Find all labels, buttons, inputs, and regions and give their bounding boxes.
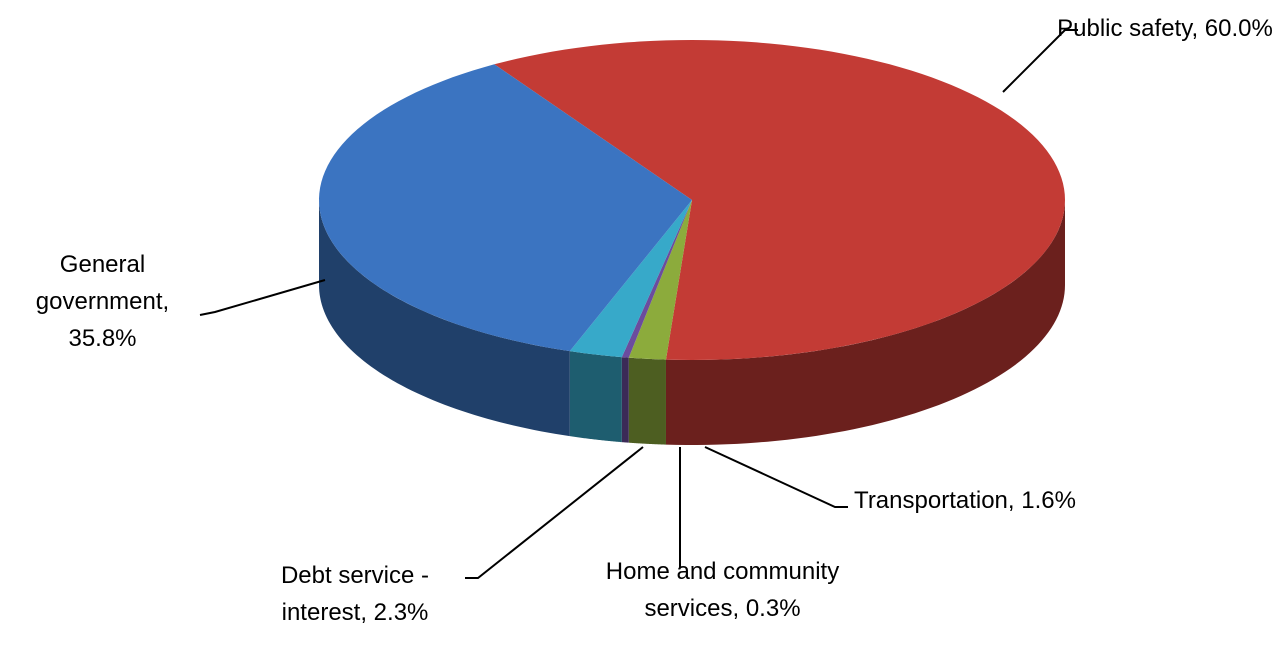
value-label: 35.8% [68, 325, 137, 352]
value-label: 0.3% [745, 595, 801, 622]
leader-line [465, 446, 644, 579]
data-label: Debt service - interest2.3% [245, 557, 465, 631]
slice [621, 200, 692, 358]
leader-line [1002, 29, 1078, 93]
category-label: General government [36, 251, 169, 315]
value-label: 2.3% [373, 599, 429, 626]
value-label: 1.6% [1021, 487, 1076, 514]
slice [319, 64, 692, 352]
leader-line [704, 446, 848, 508]
slice-side [569, 351, 622, 443]
slice [494, 40, 1066, 360]
category-label: Transportation [854, 487, 1021, 514]
data-label: Transportation1.6% [830, 482, 1100, 519]
slice-side [319, 200, 570, 437]
slice-side [628, 357, 666, 445]
data-label: Home and community services0.3% [600, 553, 845, 627]
value-label: 60.0% [1204, 15, 1273, 42]
category-label: Home and community services [606, 558, 839, 622]
data-label: Public safety60.0% [1050, 10, 1280, 47]
slice-side [621, 357, 629, 443]
slice [569, 200, 692, 358]
slice-side [665, 200, 1065, 445]
slice [628, 200, 692, 360]
leader-line [199, 279, 326, 316]
category-label: Public safety [1057, 15, 1205, 42]
data-label: General government 35.8% [0, 246, 205, 357]
